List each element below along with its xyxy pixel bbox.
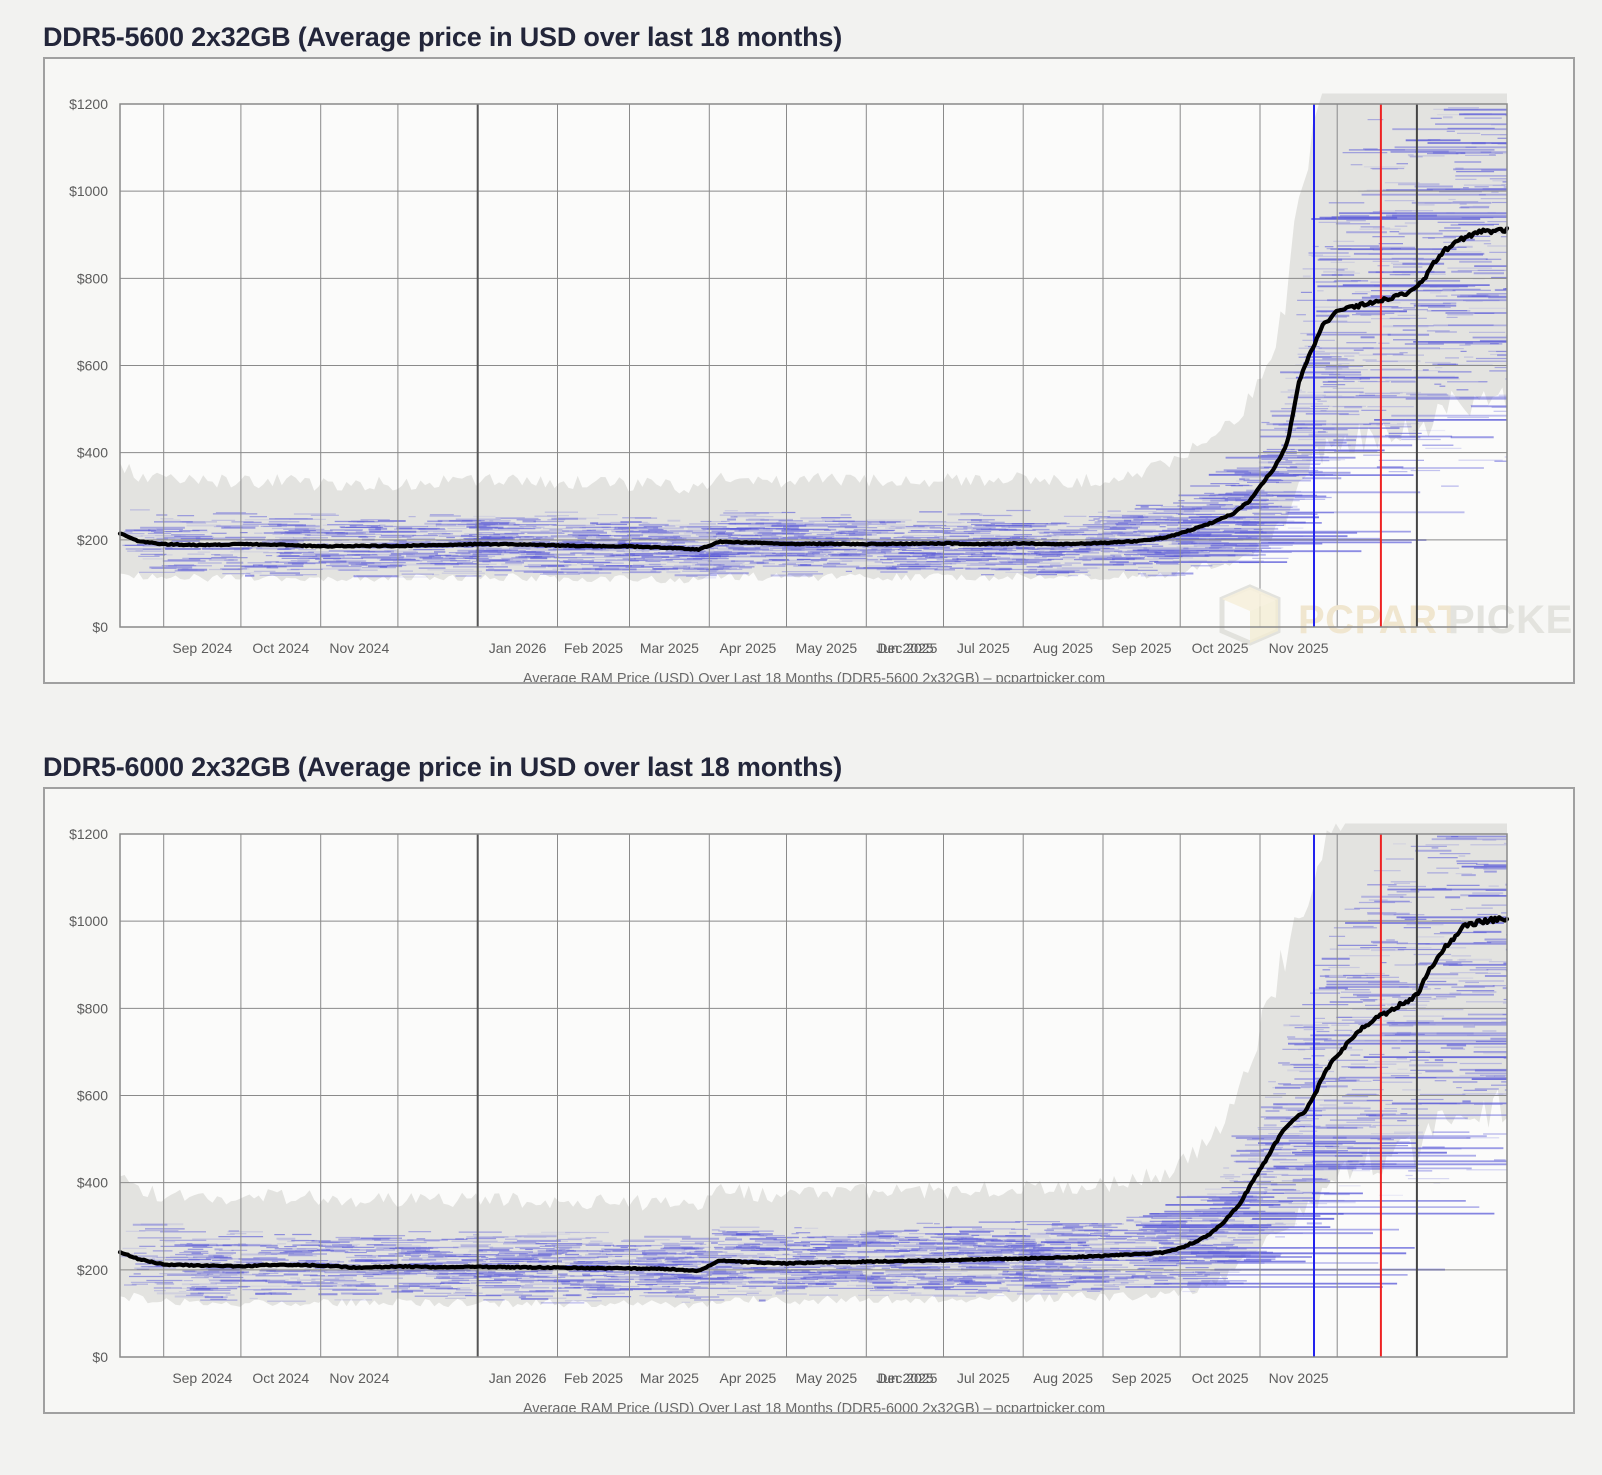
y-axis-tick-label: $600	[77, 358, 108, 374]
availability-band	[120, 93, 1507, 584]
cube-icon-side	[1250, 599, 1278, 643]
watermark-text-picker: PICKER	[1448, 598, 1573, 642]
y-axis-tick-label: $1000	[69, 183, 108, 199]
chart-frame-ddr5-6000: PCPARTPICKER$0$200$400$600$800$1000$1200…	[43, 787, 1575, 1414]
x-axis-tick-label: Nov 2024	[329, 640, 389, 656]
y-axis-tick-label: $400	[77, 445, 108, 461]
x-axis-tick-label: Jul 2025	[957, 640, 1010, 656]
x-axis-tick-label: Oct 2025	[1192, 640, 1249, 656]
x-axis-tick-label: Nov 2025	[1269, 640, 1329, 656]
x-axis-tick-label: May 2025	[796, 640, 858, 656]
axes: $0 $200 $400 $600 $800 $1000 $1200 Sep 2024 Oct …	[69, 96, 1508, 682]
y-axis-tick-label: $800	[77, 270, 108, 286]
x-axis-tick-label: Aug 2025	[1033, 640, 1093, 656]
y-axis-tick-label: $1200	[69, 96, 108, 112]
chart-caption: Average RAM Price (USD) Over Last 18 Mon…	[523, 671, 1105, 682]
availability-band-area	[120, 823, 1507, 1309]
x-axis-tick-label: Oct 2024	[252, 640, 309, 656]
x-axis-tick-label: Mar 2025	[640, 640, 699, 656]
average-price-path	[117, 226, 1510, 553]
chart-frame-ddr5-5600: PCPARTPICKER$0$200$400$600$800$1000$1200…	[43, 57, 1575, 684]
offer-price-scatter	[121, 107, 1507, 579]
average-price-line	[117, 226, 1510, 553]
chart-title-ddr5-5600: DDR5-5600 2x32GB (Average price in USD o…	[43, 22, 843, 52]
x-axis-tick-label: Sep 2024	[172, 640, 232, 656]
x-axis-tick-label: Dec 2025	[877, 640, 937, 656]
x-axis-tick-label: Jan 2026	[489, 640, 547, 656]
availability-band	[120, 823, 1507, 1309]
vertical-markers	[476, 104, 1418, 627]
y-axis-tick-label: $0	[92, 619, 108, 635]
availability-band-area	[120, 93, 1507, 584]
chart-canvas-ddr5-5600[interactable]: PCPARTPICKER$0$200$400$600$800$1000$1200…	[45, 59, 1573, 682]
x-axis-tick-label: Feb 2025	[564, 640, 623, 656]
chart-title-ddr5-6000: DDR5-6000 2x32GB (Average price in USD o…	[43, 752, 843, 782]
x-axis-tick-label: Apr 2025	[719, 640, 776, 656]
plot-border	[119, 103, 1508, 628]
x-axis-tick-label: Jun 2025	[876, 640, 934, 656]
y-axis-tick-label: $200	[77, 532, 108, 548]
x-axis-tick-label: Sep 2025	[1112, 640, 1172, 656]
chart-canvas-ddr5-6000[interactable]: PCPARTPICKER$0$200$400$600$800$1000$1200…	[45, 789, 1573, 1412]
